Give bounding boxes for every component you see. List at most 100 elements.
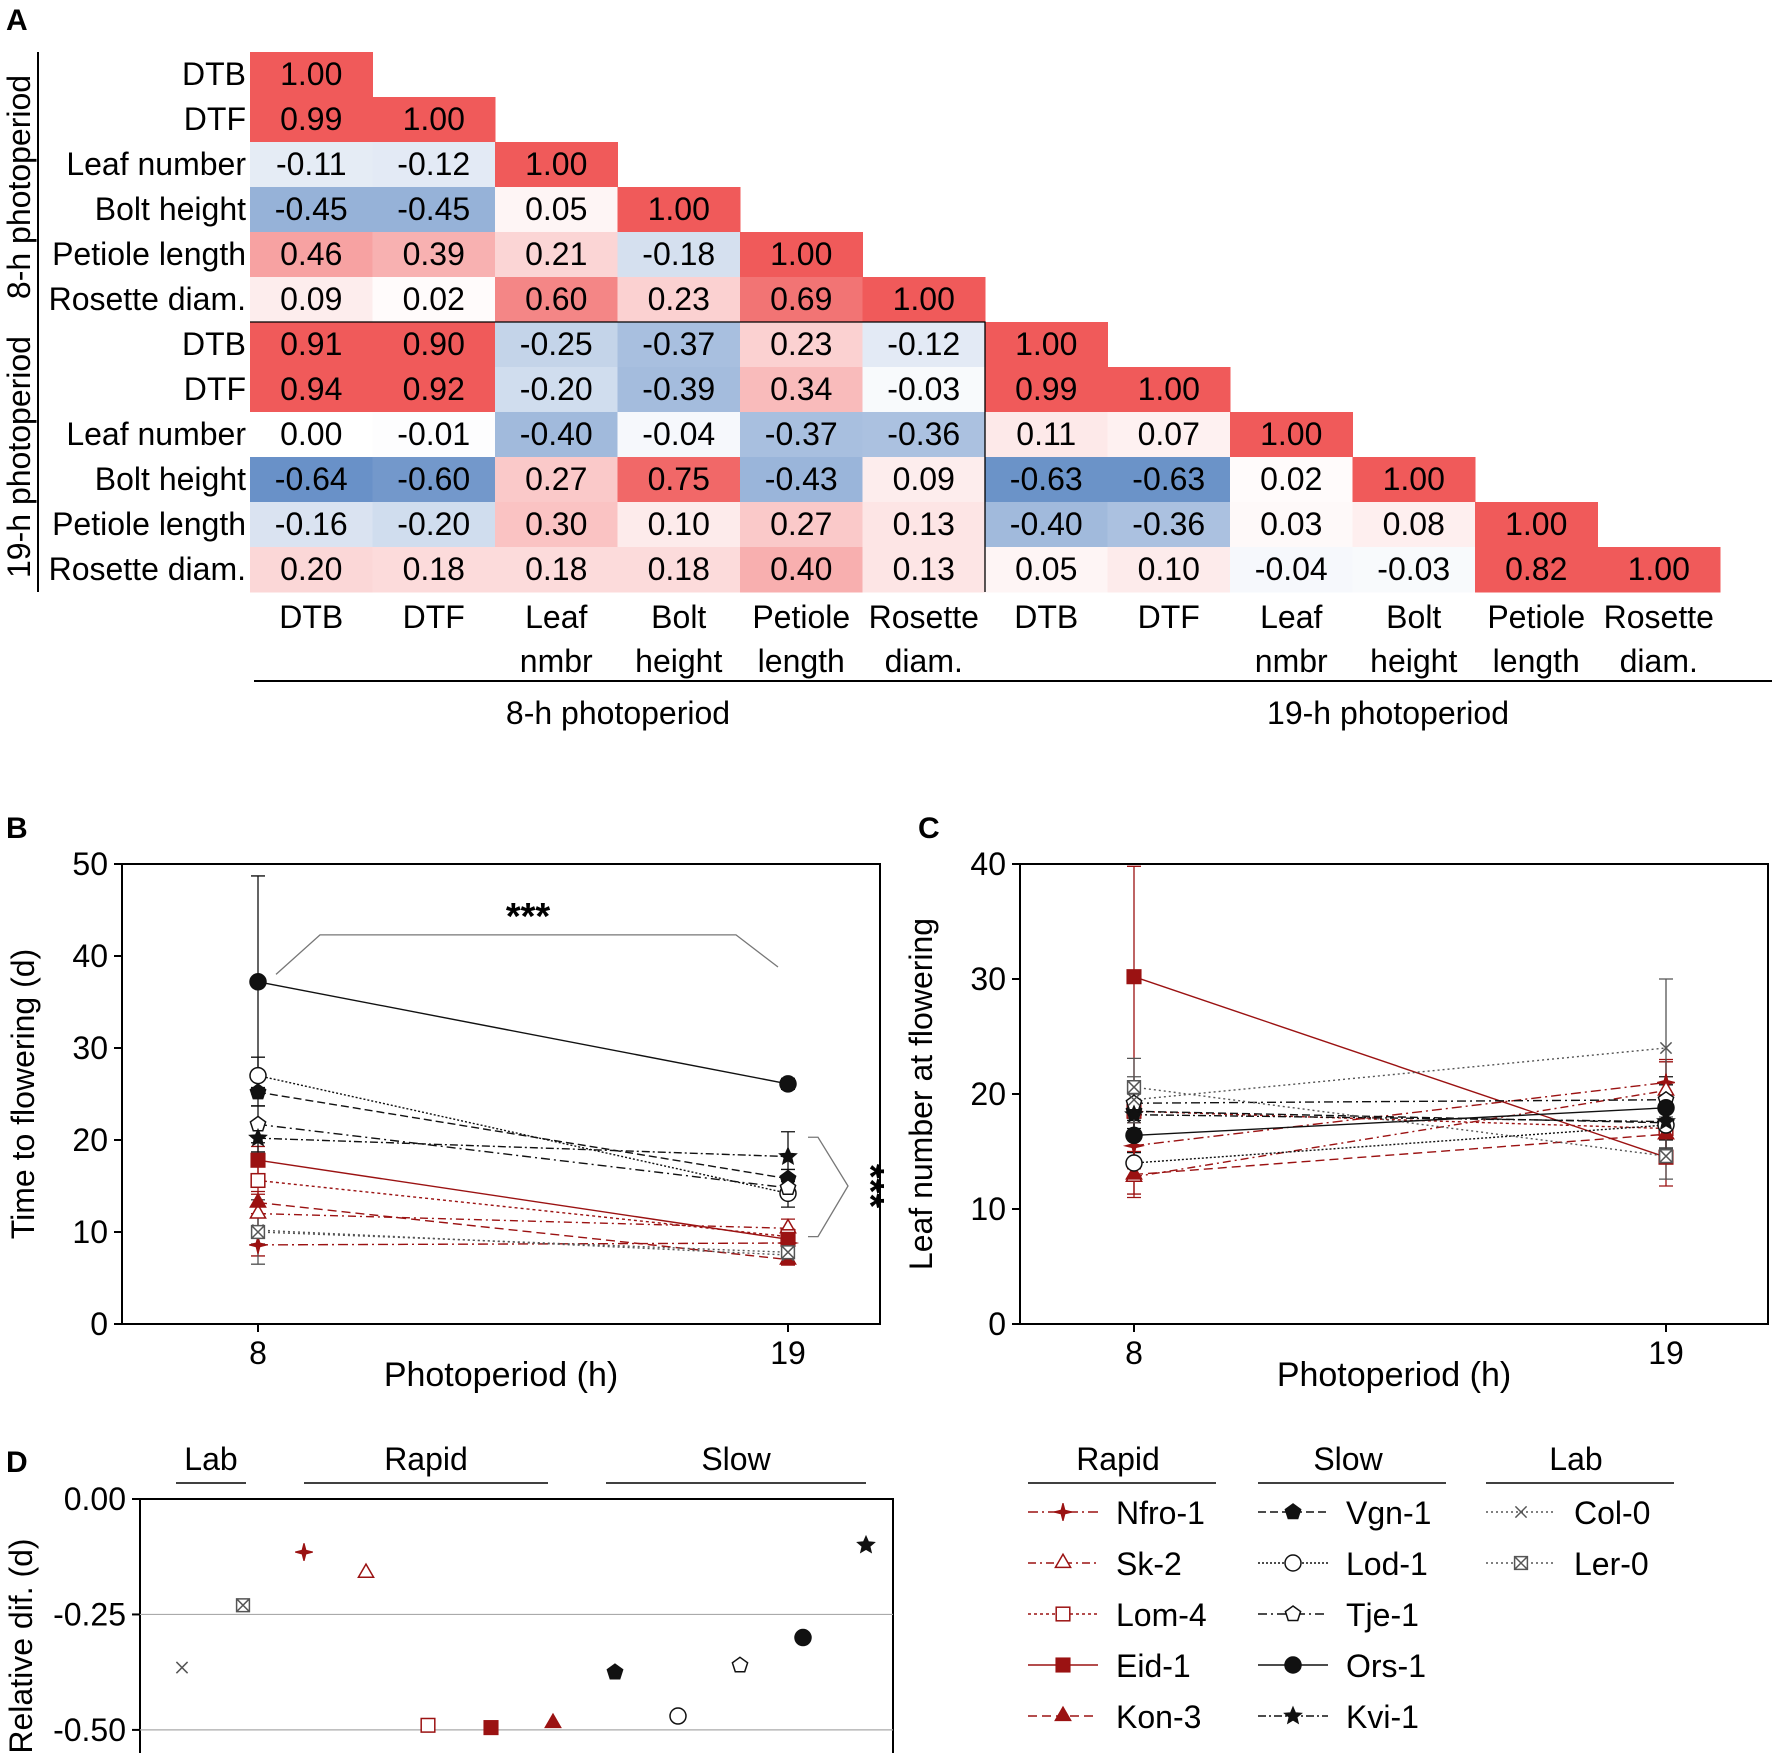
series-line-nfro-1: [257, 1242, 789, 1246]
heatmap-col-label: height: [1370, 643, 1457, 679]
y-tick-label: -0.25: [53, 1596, 126, 1632]
series-line-ler-0: [257, 1231, 789, 1253]
heatmap-value: 0.99: [280, 101, 342, 137]
heatmap-value: 0.07: [1138, 416, 1200, 452]
heatmap-cell: [617, 277, 741, 323]
series-line-nfro-1: [1133, 1081, 1667, 1147]
heatmap-value: 0.40: [770, 551, 832, 587]
heatmap-cell: [985, 457, 1108, 503]
heatmap-col-label: Leaf: [1260, 599, 1322, 635]
heatmap-value: -0.63: [1132, 461, 1205, 497]
heatmap-value: 1.00: [1015, 326, 1077, 362]
group-label: Lab: [184, 1441, 237, 1477]
legend-label: Kon-3: [1116, 1699, 1201, 1735]
relative-difference-plot: 0.00 -0.25 -0.50 Relative dif. (d) Lab Rapid S…: [3, 1441, 894, 1753]
marker-col-0: [1659, 1041, 1673, 1055]
marker-vgn-1: [1284, 1503, 1302, 1520]
heatmap-cell: [1352, 547, 1476, 593]
marker-kvi-1: [856, 1534, 876, 1554]
heatmap-col-label: diam.: [885, 643, 963, 679]
heatmap-cell: [985, 322, 1108, 368]
y-axis-title: Time to flowering (d): [5, 949, 41, 1239]
heatmap-cell: [862, 547, 986, 593]
marker-eid-1: [1055, 1657, 1071, 1673]
heatmap-col-label: DTB: [1014, 599, 1078, 635]
series-line-lod-1: [1133, 1124, 1667, 1164]
y-tick-label: 30: [72, 1030, 108, 1066]
legend-label: Ler-0: [1574, 1546, 1649, 1582]
heatmap-value: -0.03: [887, 371, 960, 407]
heatmap-value: 0.23: [770, 326, 832, 362]
heatmap-cell: [985, 502, 1108, 548]
heatmap-cell: [250, 547, 373, 593]
marker-sk-2: [357, 1562, 375, 1579]
marker-ors-1: [779, 1075, 797, 1093]
plot-frame: [139, 1498, 894, 1753]
heatmap-value: 0.27: [770, 506, 832, 542]
heatmap-cell: [372, 412, 496, 458]
marker-kon-3: [544, 1712, 562, 1729]
marker-lom-4: [420, 1717, 436, 1733]
heatmap-value: -0.04: [1255, 551, 1328, 587]
marker-kon-3: [249, 1192, 267, 1208]
y-tick-label: 20: [72, 1122, 108, 1158]
legend-label: Eid-1: [1116, 1648, 1191, 1684]
marker-eid-1: [1126, 969, 1142, 985]
heatmap-cell: [1107, 367, 1231, 413]
group-label: Slow: [701, 1441, 771, 1477]
plot-frame: [121, 863, 881, 1325]
heatmap-cell: [985, 412, 1108, 458]
heatmap-value: 0.18: [648, 551, 710, 587]
series-line-kon-3: [257, 1201, 789, 1261]
marker-ler-0: [235, 1598, 251, 1613]
heatmap-value: 1.00: [648, 191, 710, 227]
heatmap-value: 1.00: [280, 56, 342, 92]
heatmap-value: -0.39: [642, 371, 715, 407]
heatmap-cell: [985, 547, 1108, 593]
heatmap-cell: [495, 547, 618, 593]
heatmap-cell: [985, 367, 1108, 413]
heatmap-value: -0.64: [275, 461, 348, 497]
heatmap-cell: [250, 502, 373, 548]
heatmap-cell: [495, 232, 618, 278]
heatmap-cell: [495, 412, 618, 458]
heatmap-value: 0.10: [648, 506, 710, 542]
heatmap-cell: [617, 367, 741, 413]
heatmap-col-label: DTF: [1138, 599, 1200, 635]
marker-kon-3: [1054, 1705, 1072, 1722]
heatmap-value: 0.82: [1505, 551, 1567, 587]
marker-kon-3: [1125, 1164, 1143, 1180]
heatmap-cell: [372, 457, 496, 503]
heatmap-col-label: Leaf: [525, 599, 587, 635]
marker-vgn-1: [249, 1083, 267, 1100]
heatmap-cell: [250, 97, 373, 143]
x-tick-label: 19: [770, 1335, 806, 1371]
heatmap-cell: [372, 367, 496, 413]
heatmap-value: 0.23: [648, 281, 710, 317]
marker-lod-1: [669, 1707, 687, 1725]
heatmap-value: 1.00: [1260, 416, 1322, 452]
series-line-kvi-1: [1133, 1114, 1667, 1123]
series-line-vgn-1: [257, 1091, 789, 1180]
marker-kvi-1: [778, 1146, 798, 1165]
heatmap-row-label: Rosette diam.: [49, 551, 246, 587]
heatmap-cell: [1352, 502, 1476, 548]
series-line-kon-3: [1133, 1133, 1667, 1176]
legend-label: Ors-1: [1346, 1648, 1426, 1684]
heatmap-value: 0.94: [280, 371, 342, 407]
heatmap-cell: [372, 277, 496, 323]
significance-label: ***: [506, 896, 551, 938]
heatmap-col-label: Bolt: [1386, 599, 1441, 635]
marker-lod-1: [1125, 1154, 1143, 1172]
marker-ler-0: [1513, 1555, 1529, 1571]
heatmap-value: 0.18: [403, 551, 465, 587]
heatmap-cell: [1107, 412, 1231, 458]
marker-ors-1: [1125, 1126, 1143, 1145]
heatmap-value: 0.99: [1015, 371, 1077, 407]
marker-nfro-1: [295, 1543, 313, 1562]
legend-label: Sk-2: [1116, 1546, 1182, 1582]
heatmap-cell: [617, 412, 741, 458]
col-group-label: 19-h photoperiod: [1267, 695, 1509, 731]
marker-tje-1: [779, 1178, 797, 1196]
heatmap-cell: [740, 277, 863, 323]
